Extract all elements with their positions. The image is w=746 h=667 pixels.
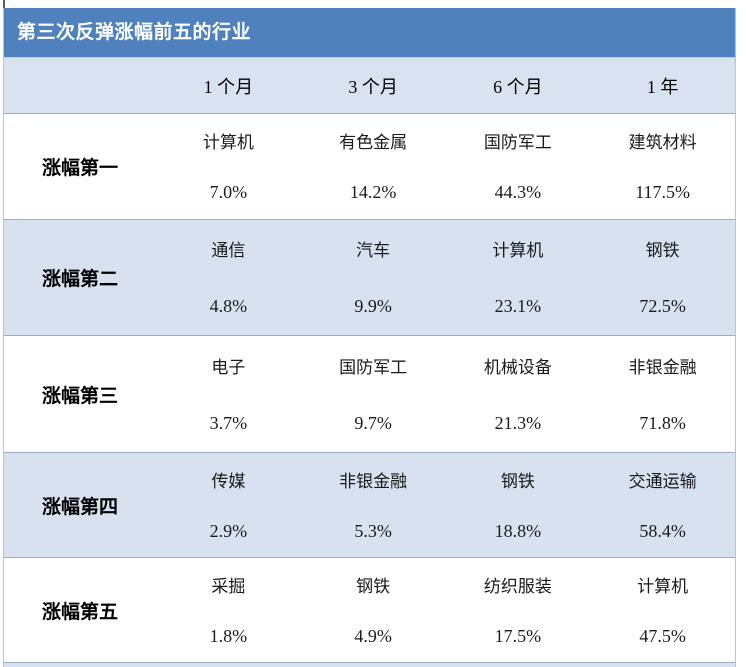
industry-name: 传媒	[211, 471, 246, 491]
gain-percent: 1.8%	[209, 625, 248, 646]
table-row-rank1: 涨幅第一 计算机 7.0% 有色金属 14.2% 国防军工 44.3% 建筑材料…	[4, 113, 735, 219]
table-cell: 非银金融 71.8%	[590, 336, 735, 452]
column-header-6-month: 6 个月	[493, 76, 543, 97]
industry-name: 建筑材料	[628, 132, 697, 152]
screenshot-edge-artifact	[3, 0, 5, 8]
gain-percent: 2.9%	[209, 520, 248, 541]
industry-name: 非银金融	[339, 471, 408, 491]
gain-percent: 9.7%	[354, 412, 392, 433]
table-cell: 钢铁 18.8%	[446, 453, 591, 557]
table-cell: 采掘 1.8%	[156, 558, 301, 662]
gain-percent: 18.8%	[494, 520, 542, 541]
industry-name: 国防军工	[339, 357, 408, 377]
industry-name: 有色金属	[339, 132, 408, 152]
table-cell: 非银金融 5.3%	[301, 453, 446, 557]
table-cell: 有色金属 14.2%	[301, 114, 446, 219]
industry-name: 采掘	[211, 576, 246, 596]
table-row-rank3: 涨幅第三 电子 3.7% 国防军工 9.7% 机械设备 21.3% 非银金融 7…	[4, 335, 735, 452]
table-cell: 传媒 2.9%	[156, 453, 301, 557]
table-cell: 机械设备 21.3%	[446, 336, 591, 452]
gain-percent: 44.3%	[494, 182, 542, 203]
table-cell: 交通运输 58.4%	[590, 453, 735, 557]
table-title: 第三次反弹涨幅前五的行业	[4, 8, 735, 57]
industry-name: 钢铁	[500, 471, 535, 491]
gain-percent: 58.4%	[639, 520, 686, 541]
table-cell: 纺织服装 17.5%	[446, 558, 591, 662]
table-cell: 国防军工 9.7%	[301, 336, 446, 452]
industry-name: 机械设备	[483, 357, 552, 377]
gain-percent: 17.5%	[494, 625, 542, 646]
table-cell: 计算机 23.1%	[446, 220, 591, 335]
table-cell: 电子 3.7%	[156, 336, 301, 452]
table-cell: 汽车 9.9%	[301, 220, 446, 335]
table-cell: 钢铁 72.5%	[590, 220, 735, 335]
industry-name: 汽车	[356, 241, 391, 261]
industry-name: 电子	[211, 357, 246, 377]
industry-name: 计算机	[202, 132, 254, 152]
gain-percent: 7.0%	[209, 182, 248, 203]
table-cell: 通信 4.8%	[156, 220, 301, 335]
row-label: 涨幅第二	[42, 269, 119, 290]
column-header-1-month: 1 个月	[203, 76, 254, 97]
row-label: 涨幅第五	[42, 601, 119, 623]
table-row-rank4: 涨幅第四 传媒 2.9% 非银金融 5.3% 钢铁 18.8% 交通运输 58.…	[4, 452, 735, 557]
table-cell: 计算机 47.5%	[590, 558, 735, 662]
gain-percent: 23.1%	[494, 295, 542, 316]
header-row: 1 个月 3 个月 6 个月 1 年	[4, 57, 735, 113]
table-cell: 钢铁 4.9%	[301, 558, 446, 662]
gain-percent: 71.8%	[639, 412, 686, 433]
industry-gain-table: 第三次反弹涨幅前五的行业 1 个月 3 个月 6 个月 1 年 涨幅第一 计算机…	[3, 8, 736, 667]
gain-percent: 5.3%	[354, 520, 392, 541]
table-row-rank2: 涨幅第二 通信 4.8% 汽车 9.9% 计算机 23.1% 钢铁 72.5%	[4, 219, 735, 335]
gain-percent: 47.5%	[639, 625, 686, 646]
table-cell: 国防军工 44.3%	[446, 114, 591, 219]
row-label: 涨幅第三	[42, 385, 119, 407]
gain-percent: 4.9%	[354, 625, 392, 646]
gain-percent: 72.5%	[639, 295, 686, 316]
gain-percent: 9.9%	[354, 295, 392, 316]
gain-percent: 3.7%	[209, 412, 248, 433]
row-label: 涨幅第四	[42, 496, 119, 518]
industry-name: 国防军工	[483, 132, 552, 152]
column-header-1-year: 1 年	[646, 76, 679, 97]
industry-name: 交通运输	[628, 471, 697, 491]
bottom-strip	[4, 662, 735, 667]
industry-name: 计算机	[492, 241, 544, 261]
industry-name: 通信	[211, 241, 246, 261]
column-header-3-month: 3 个月	[348, 76, 398, 97]
table-cell: 建筑材料 117.5%	[590, 114, 735, 219]
gain-percent: 14.2%	[349, 182, 397, 203]
table-cell: 计算机 7.0%	[156, 114, 301, 219]
gain-percent: 21.3%	[494, 412, 542, 433]
row-label: 涨幅第一	[42, 158, 119, 179]
table-row-rank5: 涨幅第五 采掘 1.8% 钢铁 4.9% 纺织服装 17.5% 计算机 47.5…	[4, 557, 735, 662]
industry-name: 钢铁	[645, 241, 680, 261]
industry-name: 纺织服装	[483, 576, 552, 596]
industry-name: 钢铁	[356, 576, 391, 596]
industry-name: 计算机	[637, 576, 689, 596]
gain-percent: 117.5%	[635, 182, 691, 203]
gain-percent: 4.8%	[209, 295, 248, 316]
industry-name: 非银金融	[628, 357, 697, 377]
